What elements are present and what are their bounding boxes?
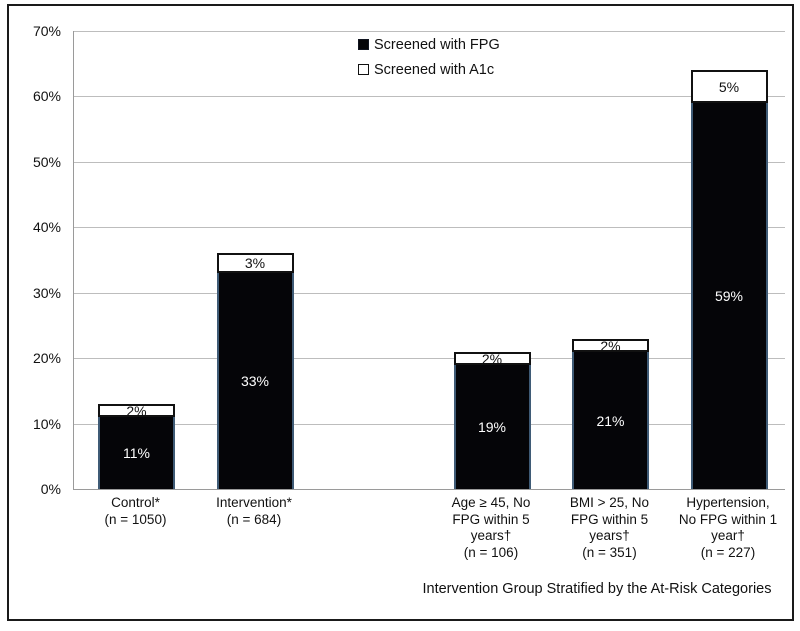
y-axis-tick-label: 40%	[32, 219, 61, 236]
category-label-line: BMI > 25, No	[569, 495, 650, 510]
bar-segment-fpg: 11%	[98, 417, 175, 489]
stacked-bar: 2% 21%	[572, 337, 649, 489]
bar-segment-fpg: 33%	[216, 273, 294, 489]
y-axis-tick-label: 30%	[32, 284, 61, 301]
legend-item: Screened with A1c	[358, 57, 500, 82]
plot-area: 2% 11% 3% 33% 2% 19% 2% 21% 5% 59%	[73, 31, 785, 490]
stacked-bar: 3% 33%	[216, 253, 294, 489]
figure-frame: 2% 11% 3% 33% 2% 19% 2% 21% 5% 59% Screened with …	[7, 4, 794, 621]
gridline	[74, 423, 785, 425]
gridline	[74, 31, 785, 32]
bar-segment-a1c: 3%	[216, 253, 294, 273]
legend-swatch-open-icon	[358, 64, 369, 75]
category-label-line: (n = 227)	[700, 544, 756, 560]
y-axis-tick-label: 50%	[32, 153, 61, 170]
category-label: Age ≥ 45, No FPG within 5 years† (n = 106)	[411, 495, 571, 561]
gridline	[74, 161, 785, 163]
bar-value-label: 33%	[240, 373, 270, 389]
category-label-line: Control*	[111, 495, 160, 510]
category-label-line: (n = 1050)	[104, 511, 167, 527]
category-label-line: years†	[589, 528, 630, 543]
category-label-line: FPG within 5	[452, 511, 530, 527]
gridline	[74, 96, 785, 98]
category-label-line: No FPG within 1	[678, 511, 778, 527]
y-axis-tick-label: 10%	[32, 415, 61, 432]
category-label-line: Intervention*	[216, 495, 292, 510]
stacked-bar: 2% 19%	[453, 350, 531, 489]
bar-value-label: 3%	[244, 255, 266, 271]
category-label-line: Age ≥ 45, No	[451, 495, 531, 510]
bar-segment-fpg: 21%	[572, 352, 649, 489]
bar-value-label: 2%	[481, 350, 503, 367]
y-axis-tick-label: 0%	[40, 481, 61, 497]
bar-value-label: 5%	[718, 78, 740, 95]
category-label-line: (n = 106)	[463, 544, 519, 560]
bar-value-label: 19%	[477, 419, 507, 435]
category-label: BMI > 25, No FPG within 5 years† (n = 351)	[530, 495, 690, 561]
category-label: Control* (n = 1050)	[56, 495, 216, 528]
bar-segment-a1c: 5%	[690, 70, 768, 103]
bar-segment-fpg: 59%	[690, 103, 768, 489]
bar-segment-a1c: 2%	[453, 350, 531, 367]
bar-value-label: 21%	[596, 412, 625, 429]
gridline	[74, 358, 785, 360]
bar-segment-a1c: 2%	[572, 337, 649, 354]
stacked-bar: 5% 59%	[690, 70, 768, 489]
category-label: Intervention* (n = 684)	[174, 495, 334, 528]
category-label-line: Hypertension,	[686, 495, 770, 510]
x-axis-title: Intervention Group Stratified by the At-…	[422, 581, 772, 597]
stacked-bar: 2% 11%	[98, 402, 175, 489]
bar-value-label: 11%	[123, 445, 150, 461]
gridline	[74, 227, 785, 229]
bar-value-label: 2%	[126, 402, 147, 419]
legend-item-label: Screened with A1c	[374, 61, 495, 78]
bar-segment-fpg: 19%	[453, 365, 531, 489]
legend-swatch-filled-icon	[358, 39, 369, 50]
y-axis-tick-label: 60%	[32, 88, 61, 105]
category-label-line: year†	[711, 528, 745, 543]
category-label-line: (n = 684)	[226, 511, 282, 527]
bar-value-label: 2%	[600, 337, 621, 354]
chart-legend: Screened with FPG Screened with A1c	[358, 32, 500, 82]
legend-item: Screened with FPG	[358, 32, 500, 57]
category-label-line: years†	[470, 528, 512, 543]
category-label-line: FPG within 5	[570, 511, 649, 527]
category-label-line: (n = 351)	[582, 544, 637, 560]
gridline	[74, 292, 785, 294]
bar-value-label: 59%	[714, 288, 744, 304]
legend-item-label: Screened with FPG	[374, 36, 500, 53]
y-axis-tick-label: 20%	[32, 350, 61, 367]
y-axis-tick-label: 70%	[32, 23, 61, 39]
bar-segment-a1c: 2%	[98, 402, 175, 419]
category-label: Hypertension, No FPG within 1 year† (n = 22…	[648, 495, 800, 561]
